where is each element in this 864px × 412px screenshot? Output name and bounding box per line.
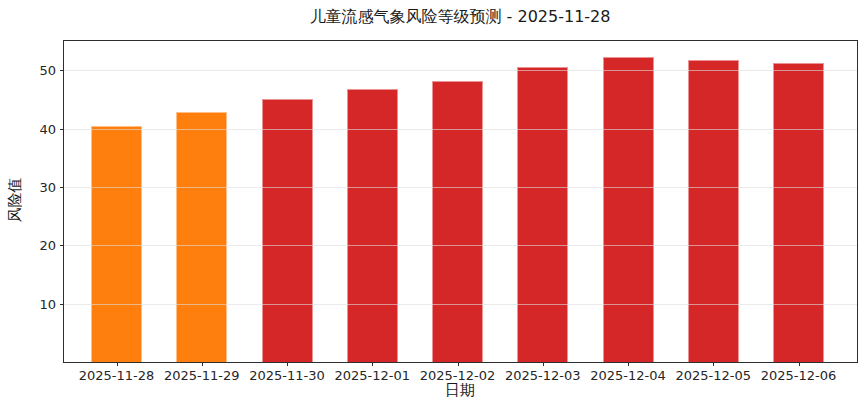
x-tick-mark — [202, 362, 203, 366]
plot-area: 2025-11-282025-11-292025-11-302025-12-01… — [63, 40, 858, 363]
y-tick-label: 30 — [39, 180, 56, 193]
bar-2025-12-03 — [517, 67, 568, 362]
x-tick-mark — [458, 362, 459, 366]
bar-2025-12-02 — [432, 81, 483, 362]
bar-2025-12-05 — [688, 60, 739, 362]
x-tick-mark — [543, 362, 544, 366]
x-tick-mark — [117, 362, 118, 366]
bar-2025-12-06 — [773, 63, 824, 362]
y-tick-mark — [60, 304, 64, 305]
y-tick-mark — [60, 70, 64, 71]
x-tick-mark — [713, 362, 714, 366]
bar-2025-11-29 — [176, 112, 227, 362]
y-tick-label: 50 — [39, 64, 56, 77]
x-tick-mark — [287, 362, 288, 366]
y-axis-label: 风险值 — [6, 178, 25, 223]
flu-risk-chart: 儿童流感气象风险等级预测 - 2025-11-28 风险值 2025-11-28… — [0, 0, 864, 412]
x-tick-mark — [799, 362, 800, 366]
x-tick-mark — [628, 362, 629, 366]
bar-2025-12-04 — [603, 57, 654, 362]
y-tick-mark — [60, 187, 64, 188]
y-tick-label: 10 — [39, 297, 56, 310]
y-tick-label: 40 — [39, 122, 56, 135]
x-tick-mark — [372, 362, 373, 366]
y-tick-mark — [60, 245, 64, 246]
bar-2025-12-01 — [347, 89, 398, 362]
x-axis-label: 日期 — [63, 381, 857, 400]
y-tick-mark — [60, 129, 64, 130]
y-tick-label: 20 — [39, 239, 56, 252]
bar-2025-11-30 — [262, 99, 313, 362]
bar-2025-11-28 — [91, 126, 142, 362]
chart-title: 儿童流感气象风险等级预测 - 2025-11-28 — [63, 6, 857, 28]
